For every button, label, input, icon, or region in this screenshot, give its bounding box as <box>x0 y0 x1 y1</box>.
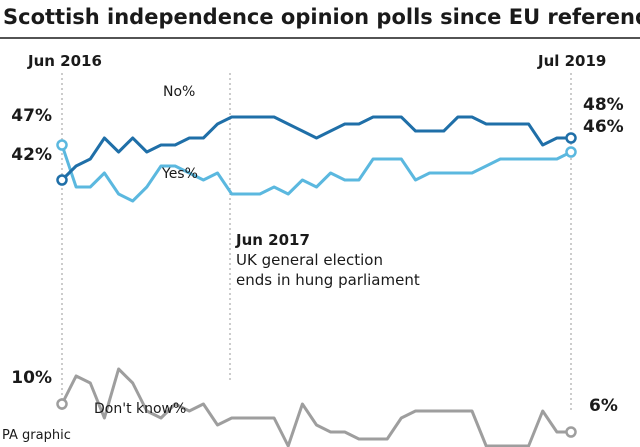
dont-know-end-label: 6% <box>589 396 618 416</box>
yes-start-label: 47% <box>11 106 52 126</box>
dont-know-start-label: 10% <box>11 368 52 388</box>
annotation-line-1: UK general election <box>236 251 383 269</box>
no-end-marker <box>565 132 577 144</box>
no-end-label: 48% <box>583 95 624 115</box>
no-series-line <box>60 115 571 182</box>
no-start-label: 42% <box>11 145 52 165</box>
dont-know-end-marker <box>565 426 577 438</box>
end-date-label: Jul 2019 <box>537 52 606 70</box>
yes-series-label: Yes% <box>161 166 198 182</box>
yes-series-line <box>60 144 572 203</box>
credit-text: PA graphic <box>2 428 71 443</box>
annotation-line-2: ends in hung parliament <box>236 271 420 289</box>
no-series-label: No% <box>163 84 195 100</box>
chart-title: Scottish independence opinion polls sinc… <box>3 5 640 29</box>
yes-end-marker <box>565 146 577 158</box>
dont-know-series-label: Don't know% <box>94 401 186 417</box>
dont-know-series-line <box>60 367 571 447</box>
start-date-label: Jun 2016 <box>27 52 102 70</box>
annotation-heading: Jun 2017 <box>235 231 310 249</box>
yes-end-label: 46% <box>583 117 624 137</box>
yes-start-marker <box>56 139 68 151</box>
no-start-marker <box>56 174 68 186</box>
dont-know-start-marker <box>56 398 68 410</box>
series-layer <box>56 115 577 447</box>
